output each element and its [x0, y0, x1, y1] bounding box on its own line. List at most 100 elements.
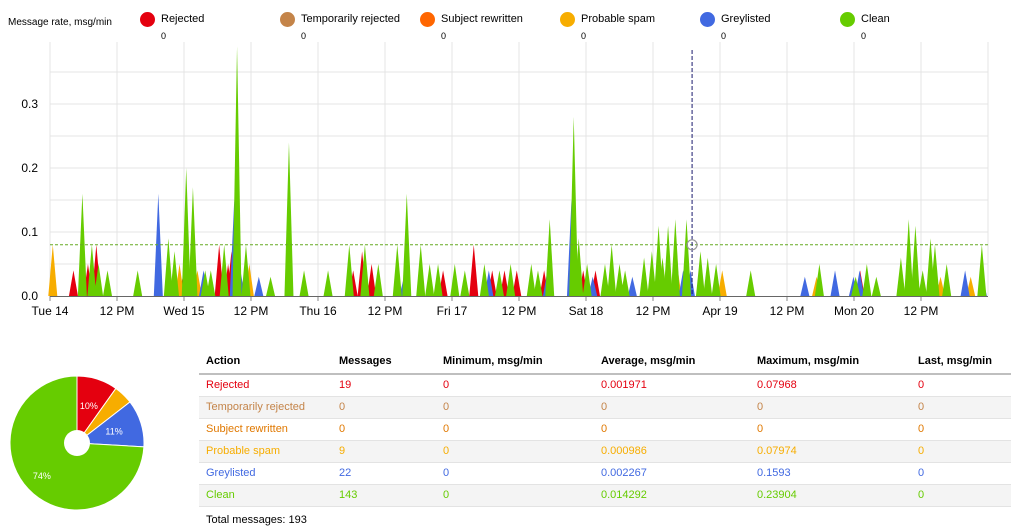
- area-spike-clean: [87, 244, 97, 296]
- area-spike-clean: [871, 276, 881, 296]
- cell-last: 0: [911, 418, 1011, 441]
- area-spike-clean: [460, 270, 470, 296]
- area-spike-rejected: [512, 270, 522, 296]
- area-spike-clean: [266, 276, 276, 296]
- legend-swatch-clean: [840, 12, 855, 27]
- y-axis-label: Message rate, msg/min: [8, 17, 112, 28]
- area-spike-clean: [569, 116, 579, 296]
- area-spike-greylisted: [153, 193, 163, 296]
- x-tick-label: 12 PM: [368, 304, 403, 318]
- area-spike-rejected: [367, 264, 377, 296]
- table-row: Probable spam 9 0 0.000986 0.07974 0: [199, 440, 1011, 463]
- cell-maximum: 0: [750, 396, 911, 419]
- table-row: Temporarily rejected 0 0 0 0 0: [199, 396, 1011, 419]
- legend-value-temporarily-rejected: 0: [301, 31, 307, 41]
- area-spike-clean: [232, 46, 242, 297]
- area-spike-clean: [930, 244, 940, 296]
- area-spike-clean: [373, 264, 383, 296]
- cell-last: 0: [911, 396, 1011, 419]
- area-spike-clean: [299, 270, 309, 296]
- area-spike-rejected: [469, 244, 479, 296]
- area-spike-clean: [181, 168, 191, 296]
- area-spike-clean: [206, 270, 216, 296]
- cell-minimum: 0: [436, 418, 594, 441]
- area-spike-greylisted: [800, 276, 810, 296]
- y-tick-label: 0.1: [21, 225, 38, 239]
- x-tick-label: Fri 17: [437, 304, 468, 318]
- legend-label-greylisted: Greylisted: [721, 13, 771, 25]
- cell-average: 0.000986: [594, 440, 750, 463]
- col-header-average: Average, msg/min: [594, 348, 750, 375]
- cell-messages: 22: [332, 462, 436, 485]
- area-spike-clean: [344, 244, 354, 296]
- area-spike-clean: [942, 264, 952, 296]
- area-spike-greylisted: [254, 276, 264, 296]
- series-clean: [77, 46, 987, 297]
- cell-minimum: 0: [436, 462, 594, 485]
- cursor-marker: [686, 239, 698, 251]
- x-tick-label: 12 PM: [234, 304, 269, 318]
- pie-hole: [64, 430, 90, 456]
- cell-messages: 19: [332, 374, 436, 397]
- col-header-last: Last, msg/min: [911, 348, 1011, 375]
- area-spike-clean: [851, 276, 861, 296]
- area-spike-probable-spam: [48, 244, 58, 296]
- area-spike-clean: [94, 264, 104, 296]
- cell-last: 0: [911, 374, 1011, 397]
- cell-average: 0.001971: [594, 374, 750, 397]
- cell-minimum: 0: [436, 396, 594, 419]
- area-spike-clean: [711, 264, 721, 296]
- area-spike-clean: [615, 264, 624, 296]
- legend-swatch-temporarily-rejected: [280, 12, 295, 27]
- area-spike-clean: [360, 244, 370, 296]
- table-header-row: Action Messages Minimum, msg/min Average…: [199, 348, 1011, 375]
- area-spike-clean: [533, 270, 543, 296]
- area-spike-clean: [746, 270, 756, 296]
- legend-swatch-rejected: [140, 12, 155, 27]
- total-messages: Total messages: 193: [206, 514, 307, 526]
- col-header-action: Action: [199, 348, 332, 375]
- legend-value-probable-spam: 0: [581, 31, 587, 41]
- area-spike-clean: [600, 264, 610, 296]
- legend-label-probable-spam: Probable spam: [581, 13, 655, 25]
- cell-action: Clean: [199, 484, 332, 507]
- cell-maximum: 0.1593: [750, 462, 911, 485]
- area-spike-clean: [918, 270, 928, 296]
- table-row: Rejected 19 0 0.001971 0.07968 0: [199, 374, 1011, 397]
- cell-action: Subject rewritten: [199, 418, 332, 441]
- area-spike-clean: [416, 244, 426, 296]
- area-spike-clean: [284, 142, 294, 296]
- area-spike-clean: [582, 264, 592, 296]
- x-tick-label: 12 PM: [904, 304, 939, 318]
- legend-label-clean: Clean: [861, 13, 890, 25]
- area-spike-clean: [670, 219, 680, 296]
- area-spike-clean: [862, 264, 872, 296]
- legend-swatch-subject-rewritten: [420, 12, 435, 27]
- legend-label-subject-rewritten: Subject rewritten: [441, 13, 523, 25]
- table-row: Greylisted 22 0 0.002267 0.1593 0: [199, 462, 1011, 485]
- area-spike-clean: [910, 225, 920, 296]
- cell-maximum: 0.07974: [750, 440, 911, 463]
- area-spike-clean: [103, 270, 113, 296]
- area-spike-rejected: [68, 270, 78, 296]
- area-spike-clean: [133, 270, 143, 296]
- area-spike-clean: [682, 219, 691, 296]
- area-spike-clean: [545, 219, 555, 296]
- message-rate-chart[interactable]: 0.0 0.1 0.2 0.3 Tue 14 12 PM Wed 15 12 PM Thu 16…: [0, 40, 1013, 330]
- cell-action: Probable spam: [199, 440, 332, 463]
- area-spike-clean: [814, 264, 824, 296]
- cell-last: 0: [911, 462, 1011, 485]
- legend-label-temporarily-rejected: Temporarily rejected: [301, 13, 401, 25]
- col-header-maximum: Maximum, msg/min: [750, 348, 911, 375]
- y-tick-label: 0.0: [21, 289, 38, 303]
- cell-maximum: 0.07968: [750, 374, 911, 397]
- cell-action: Greylisted: [199, 462, 332, 485]
- pie-label-rejected: 10%: [80, 401, 98, 411]
- area-spike-clean: [392, 244, 402, 296]
- area-spike-clean: [425, 264, 435, 296]
- y-tick-label: 0.2: [21, 161, 38, 175]
- area-spike-clean: [574, 238, 584, 296]
- x-tick-label: Apr 19: [702, 304, 738, 318]
- legend-value-greylisted: 0: [721, 31, 727, 41]
- legend-label-rejected: Rejected: [161, 13, 205, 25]
